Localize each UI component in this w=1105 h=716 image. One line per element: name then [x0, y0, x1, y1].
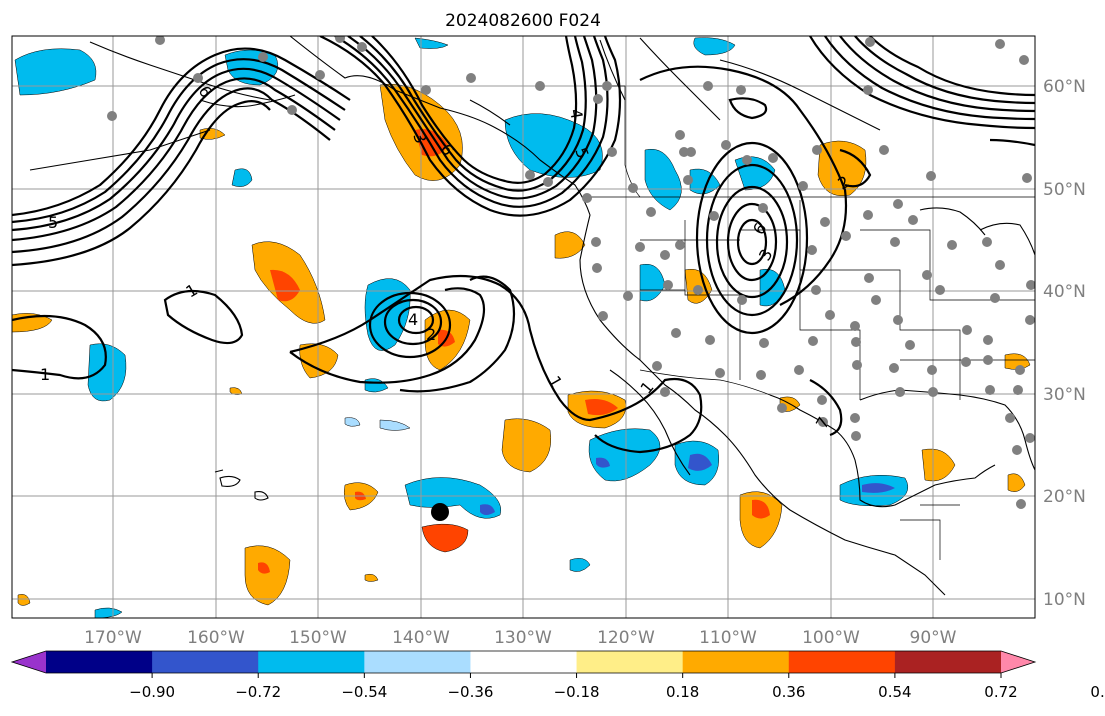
- lon-label: 160°W: [187, 628, 245, 648]
- lon-label: 130°W: [494, 628, 552, 648]
- political-borders: [590, 85, 1035, 560]
- lon-label: 170°W: [84, 628, 142, 648]
- colorbar-tick-label: 0.36: [772, 683, 805, 701]
- colorbar-segment: [682, 651, 790, 673]
- colorbar-tick-label: 0.72: [984, 683, 1017, 701]
- colorbar-tick-label: −0.54: [341, 683, 387, 701]
- map-border: [11, 35, 1036, 619]
- colorbar-segment: [46, 651, 153, 673]
- lon-label: 120°W: [597, 628, 655, 648]
- colorbar-tick-label: −0.72: [235, 683, 281, 701]
- lon-label: 110°W: [699, 628, 757, 648]
- colorbar: −0.90 −0.72 −0.54 −0.36 −0.18 0.18 0.36 0.54 0.7…: [10, 650, 1105, 701]
- coastlines: [29, 36, 1035, 596]
- svg-text:4: 4: [408, 310, 418, 329]
- colorbar-segment: [152, 651, 259, 673]
- lon-label: 100°W: [802, 628, 860, 648]
- colorbar-tick-label: 0.54: [878, 683, 911, 701]
- longitude-labels: 170°W 160°W 150°W 140°W 130°W 120°W 110°…: [84, 628, 957, 648]
- lon-label: 90°W: [910, 628, 957, 648]
- lat-label: 20°N: [1043, 487, 1086, 507]
- marker-dot: [431, 503, 449, 521]
- colorbar-segment: [470, 651, 578, 673]
- lon-label: 140°W: [392, 628, 450, 648]
- lat-label: 60°N: [1043, 77, 1086, 97]
- colorbar-segment: [788, 651, 896, 673]
- map-panel: 1 1 1 1 2 2 3 3 4 4 5 5 6 6 6 7: [12, 36, 1035, 618]
- contour-lines: [12, 36, 1035, 454]
- lon-label: 150°W: [289, 628, 347, 648]
- colorbar-extend-max: [1001, 651, 1035, 673]
- latitude-labels: 60°N 50°N 40°N 30°N 20°N 10°N: [1043, 77, 1086, 610]
- colorbar-tick-label: −0.36: [447, 683, 493, 701]
- colorbar-extend-min: [12, 651, 46, 673]
- station-markers: [107, 36, 1035, 509]
- svg-text:2: 2: [426, 325, 436, 344]
- lat-label: 40°N: [1043, 282, 1086, 302]
- colorbar-tick-label: −0.18: [554, 683, 600, 701]
- svg-text:1: 1: [40, 365, 50, 384]
- colorbar-segment: [258, 651, 365, 673]
- colorbar-segment: [894, 651, 1002, 673]
- lat-label: 10°N: [1043, 590, 1086, 610]
- svg-text:5: 5: [48, 213, 58, 232]
- figure-title: 2024082600 F024: [445, 11, 601, 31]
- lat-label: 50°N: [1043, 180, 1086, 200]
- colorbar-tick-label: 0.90: [1090, 683, 1105, 701]
- colorbar-segment: [364, 651, 471, 673]
- lat-label: 30°N: [1043, 385, 1086, 405]
- svg-text:4: 4: [566, 107, 586, 120]
- colorbar-tick-label: −0.90: [129, 683, 175, 701]
- colorbar-segment: [576, 651, 684, 673]
- colorbar-tick-label: 0.18: [666, 683, 699, 701]
